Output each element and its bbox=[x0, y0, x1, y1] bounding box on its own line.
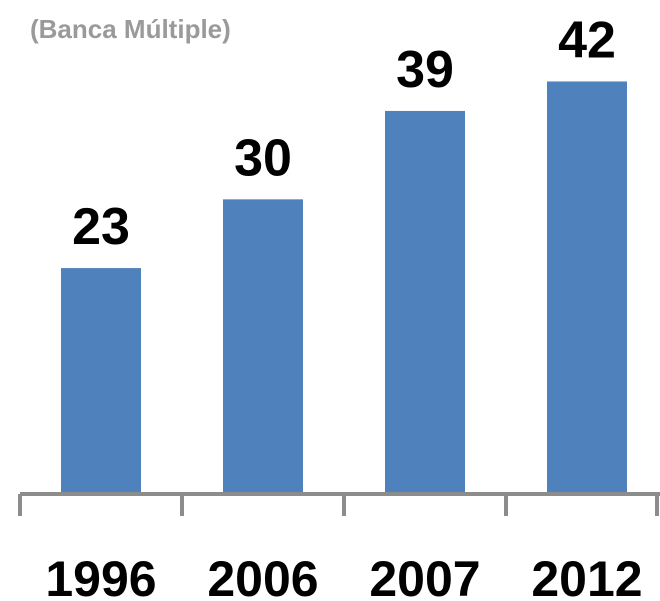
x-tick-label-1996: 1996 bbox=[45, 551, 156, 601]
value-label-1996: 23 bbox=[72, 198, 130, 256]
bar-1996 bbox=[61, 268, 141, 494]
value-label-2007: 39 bbox=[396, 41, 454, 99]
bar-2012 bbox=[547, 81, 627, 494]
x-axis bbox=[18, 492, 660, 516]
x-tick-label-2007: 2007 bbox=[369, 551, 480, 601]
value-labels-group: 23 30 39 42 bbox=[72, 11, 616, 256]
x-tick-label-2006: 2006 bbox=[207, 551, 318, 601]
value-label-2006: 30 bbox=[234, 129, 292, 187]
x-tick-label-2012: 2012 bbox=[531, 551, 642, 601]
bar-2006 bbox=[223, 199, 303, 495]
bars-group bbox=[61, 81, 627, 495]
chart-subtitle: (Banca Múltiple) bbox=[30, 14, 231, 44]
x-tick-labels-group: 1996 2006 2007 2012 bbox=[45, 551, 642, 601]
bar-2007 bbox=[385, 110, 465, 494]
value-label-2012: 42 bbox=[558, 11, 616, 69]
